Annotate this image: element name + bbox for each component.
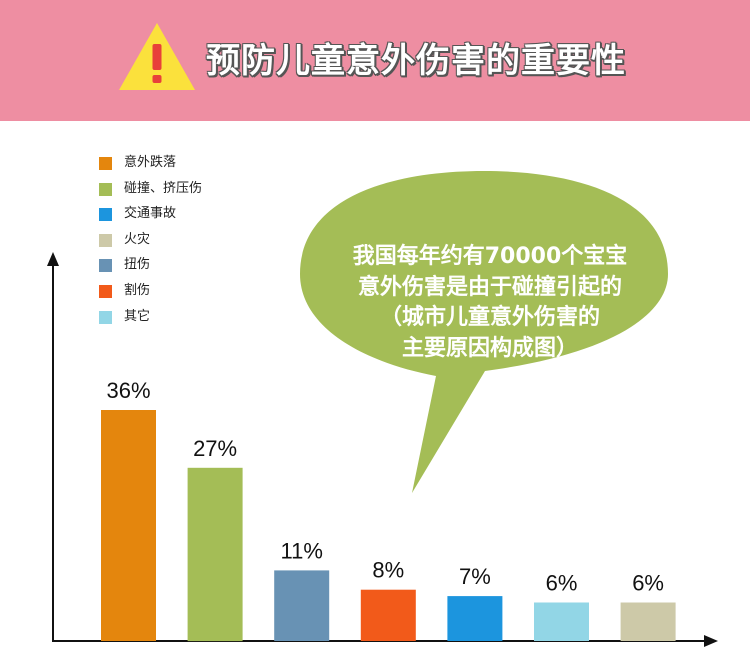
chart-data-labels: 36% 27% 11% 8% 7% 6% 6% [106, 378, 664, 596]
bar-value-label: 6% [632, 571, 664, 596]
legend-swatch [99, 233, 112, 247]
bar [274, 570, 330, 641]
header-banner: 预防儿童意外伤害的重要性 [0, 0, 750, 121]
bar [101, 410, 156, 641]
warning-icon [119, 23, 195, 90]
legend-swatch [99, 182, 112, 196]
bar-value-label: 36% [106, 378, 150, 403]
bar [620, 602, 676, 641]
legend-swatch [99, 259, 112, 273]
legend-label: 碰撞、挤压伤 [124, 180, 203, 196]
bar [447, 596, 503, 641]
legend-label: 其它 [124, 308, 151, 324]
legend-swatch [99, 284, 112, 298]
bar-value-label: 27% [193, 436, 237, 461]
bar-value-label: 11% [280, 538, 322, 563]
bar [360, 589, 416, 641]
y-axis-arrow [47, 252, 59, 266]
legend-label: 意外跌落 [124, 155, 177, 170]
bar [187, 467, 243, 642]
page-title: 预防儿童意外伤害的重要性 [206, 41, 626, 81]
bubble-text: 我国每年约有70000个宝宝 意外伤害是由于碰撞引起的 （城市儿童意外伤害的 主… [352, 244, 628, 361]
legend-label: 割伤 [124, 282, 151, 298]
legend-label: 交通事故 [124, 206, 177, 222]
bar-value-label: 7% [459, 564, 491, 589]
legend-swatch [99, 157, 112, 170]
legend-label: 火灾 [124, 231, 151, 247]
legend-swatch [99, 208, 112, 222]
legend-label: 扭伤 [124, 257, 151, 273]
bar-value-label: 8% [372, 558, 404, 583]
chart-bars [101, 410, 676, 642]
x-axis-arrow [704, 635, 718, 647]
bar [534, 602, 589, 641]
legend-swatch [99, 310, 112, 324]
bar-value-label: 6% [546, 571, 578, 596]
speech-bubble [300, 171, 668, 493]
